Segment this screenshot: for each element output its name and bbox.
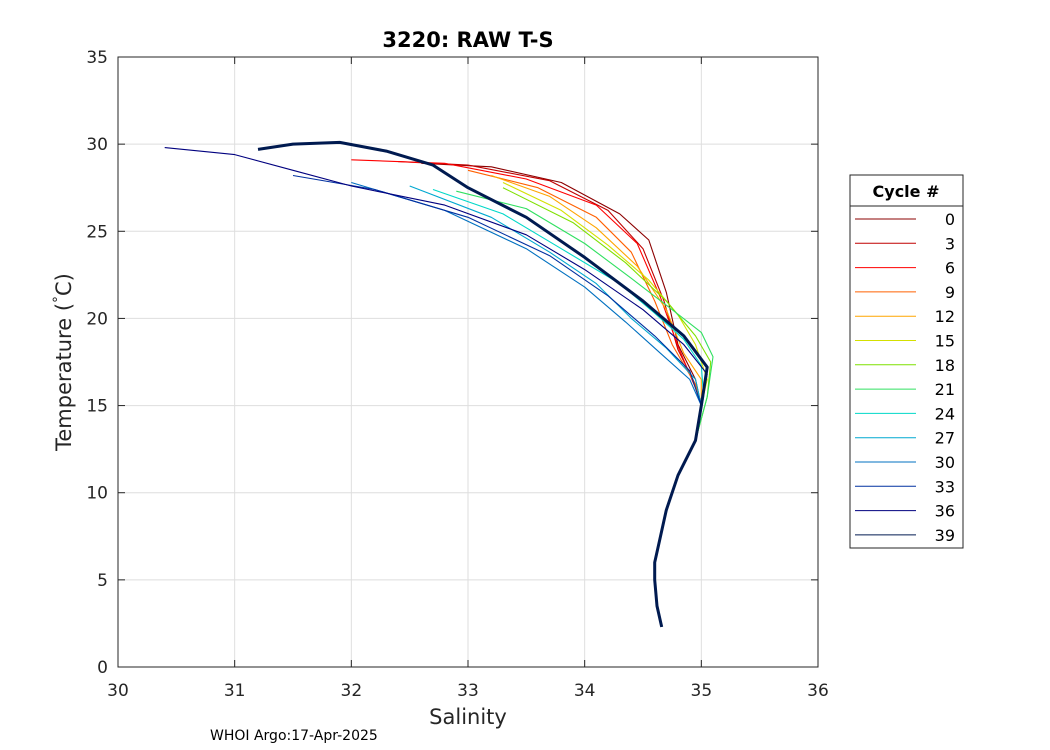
y-tick-label: 25 <box>86 222 108 242</box>
y-tick-label: 20 <box>86 309 108 329</box>
legend-entry-label: 12 <box>935 307 955 326</box>
series-layer <box>164 140 714 628</box>
legend-entry-label: 0 <box>945 210 955 229</box>
y-tick-label: 10 <box>86 484 108 504</box>
legend-entry-label: 30 <box>935 453 955 472</box>
y-axis-label: Temperature (°C) <box>51 273 76 452</box>
y-tick-label: 0 <box>97 658 108 678</box>
legend-entry-label: 3 <box>945 234 955 253</box>
x-tick-label: 35 <box>691 681 713 701</box>
legend-entry-label: 24 <box>935 404 955 423</box>
legend-entry-label: 33 <box>935 477 955 496</box>
degree-symbol: ° <box>51 296 67 303</box>
legend-entry-label: 15 <box>935 332 955 351</box>
series-line-cycle-39 <box>257 140 709 628</box>
y-tick-label: 30 <box>86 135 108 155</box>
legend-entry-label: 39 <box>935 526 955 545</box>
axis-ticks <box>117 56 819 668</box>
legend-entry-label: 6 <box>945 259 955 278</box>
legend-entry-label: 36 <box>935 502 955 521</box>
y-axis-label-unit: C) <box>52 273 76 296</box>
x-tick-label: 31 <box>224 681 246 701</box>
x-axis-label: Salinity <box>429 705 507 729</box>
x-tick-label: 33 <box>457 681 479 701</box>
legend-entry-label: 18 <box>935 356 955 375</box>
y-tick-label: 15 <box>86 397 108 417</box>
x-tick-label: 30 <box>107 681 129 701</box>
legend-entry-label: 27 <box>935 429 955 448</box>
y-tick-label: 35 <box>86 48 108 68</box>
y-axis-label-text: Temperature ( <box>52 303 76 452</box>
y-tick-labels: 0 5 10 15 20 25 30 35 <box>86 48 108 678</box>
footer-text: WHOI Argo:17-Apr-2025 <box>210 728 378 744</box>
legend-title: Cycle # <box>873 182 940 201</box>
x-tick-label: 36 <box>807 681 829 701</box>
legend-entry-label: 9 <box>945 283 955 302</box>
x-tick-labels: 30 31 32 33 34 35 36 <box>107 681 829 701</box>
x-tick-label: 34 <box>574 681 596 701</box>
y-tick-label: 5 <box>97 571 108 591</box>
chart-title: 3220: RAW T-S <box>382 28 553 52</box>
x-tick-label: 32 <box>341 681 363 701</box>
legend-entry-label: 21 <box>935 380 955 399</box>
